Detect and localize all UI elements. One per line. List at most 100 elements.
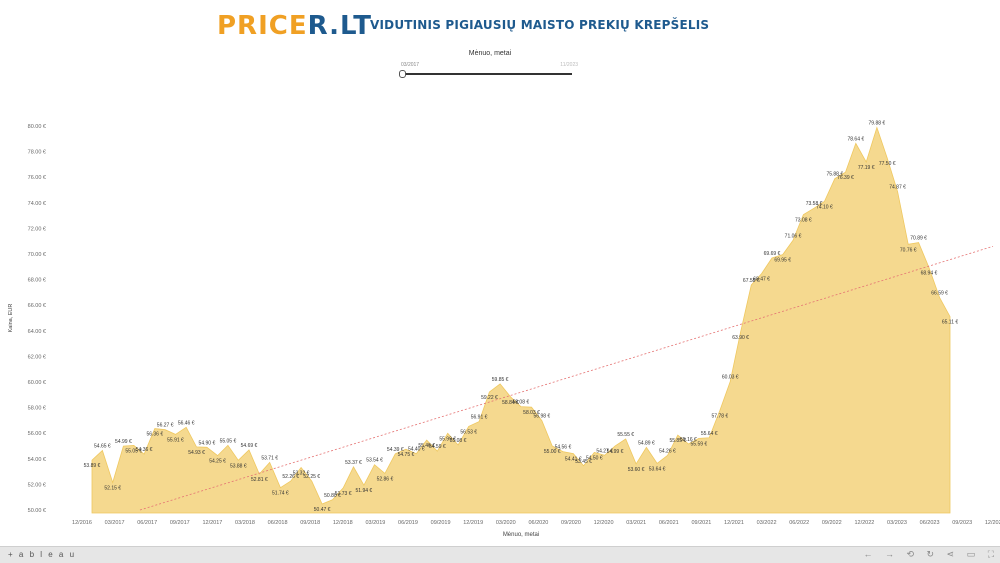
data-label: 54.36 € [136,447,153,453]
date-filter-track[interactable] [402,73,572,75]
y-tick-label: 68.00 € [28,278,46,284]
x-tick-label: 06/2019 [398,520,418,526]
data-label: 50.80 € [324,493,341,499]
data-label: 53.54 € [366,458,383,464]
y-tick-label: 50.00 € [28,508,46,514]
data-label: 52.26 € [282,474,299,480]
logo-part1: PRICE [217,11,308,41]
y-tick-label: 66.00 € [28,303,46,309]
data-label: 56.46 € [178,420,195,426]
price-area [91,126,951,514]
x-tick-label: 12/2017 [202,520,222,526]
undo-icon[interactable]: ← [863,549,873,559]
x-tick-label: 03/2023 [887,520,907,526]
y-tick-label: 60.00 € [28,380,46,386]
data-label: 68.94 € [921,271,938,277]
data-label: 66.59 € [931,291,948,297]
y-tick-label: 56.00 € [28,431,46,437]
x-tick-label: 12/2016 [72,520,92,526]
x-tick-label: 06/2020 [528,520,548,526]
x-tick-label: 12/2018 [333,520,353,526]
fullscreen-icon[interactable]: ⛶ [987,549,994,559]
tableau-brand[interactable]: + a b l e a u [8,550,77,559]
data-label: 63.90 € [732,335,749,341]
x-tick-label: 06/2022 [789,520,809,526]
refresh-icon[interactable]: ↻ [926,549,935,559]
data-label: 71.06 € [785,233,802,239]
data-label: 58.84 € [502,400,519,406]
revert-icon[interactable]: ⟲ [906,549,915,559]
data-label: 59.22 € [481,395,498,401]
redo-icon[interactable]: → [884,549,894,559]
x-tick-label: 06/2023 [920,520,940,526]
x-tick-label: 09/2019 [431,520,451,526]
share-icon[interactable]: ⋖ [946,549,955,559]
data-label: 50.47 € [314,507,331,513]
data-label: 58.03 € [523,410,540,416]
data-label: 54.41 € [565,457,582,463]
data-label: 69.95 € [774,258,791,264]
x-tick-label: 06/2018 [268,520,288,526]
data-label: 55.00 € [544,449,561,455]
data-label: 53.32 € [293,471,310,477]
data-label: 54.39 € [387,447,404,453]
x-tick-label: 12/2019 [463,520,483,526]
data-label: 54.69 € [241,443,258,449]
data-label: 54.25 € [209,459,226,465]
data-label: 54.75 € [398,452,415,458]
data-label: 54.65 € [94,443,111,449]
data-label: 57.78 € [712,413,729,419]
date-filter-handle[interactable] [399,70,406,78]
data-label: 51.94 € [356,488,373,494]
data-label: 51.74 € [272,491,289,497]
data-label: 53.60 € [628,467,645,473]
data-label: 54.50 € [586,455,603,461]
y-tick-label: 64.00 € [28,329,46,335]
data-label: 56.27 € [157,423,174,429]
y-tick-label: 58.00 € [28,406,46,412]
data-label: 54.26 € [659,448,676,454]
data-label: 55.05 € [220,438,237,444]
data-label: 56.36 € [146,432,163,438]
data-label: 79.88 € [869,121,886,127]
data-label: 52.86 € [377,476,394,482]
y-tick-label: 74.00 € [28,201,46,207]
x-tick-label: 06/2021 [659,520,679,526]
data-label: 52.81 € [251,477,268,483]
y-tick-label: 78.00 € [28,150,46,156]
data-label: 74.10 € [816,205,833,211]
x-tick-label: 03/2020 [496,520,516,526]
x-tick-label: 09/2018 [300,520,320,526]
data-label: 54.56 € [555,445,572,451]
data-label: 54.90 € [199,440,216,446]
data-label: 55.08 € [450,438,467,444]
data-label: 55.46 € [418,443,435,449]
x-tick-label: 06/2017 [137,520,157,526]
date-filter-end: 11/2023 [560,62,578,68]
toolbar-icons: ← → ⟲ ↻ ⋖ ▭ ⛶ [853,549,994,560]
date-filter-title: Mėnuo, metai [468,50,512,57]
x-tick-label: 12/2020 [594,520,614,526]
data-label: 65.11 € [942,320,959,326]
data-label: 54.89 € [638,440,655,446]
data-label: 58.08 € [512,400,529,406]
data-label: 68.47 € [753,277,770,283]
data-label: 67.58 € [743,278,760,284]
x-tick-label: 12/2022 [854,520,874,526]
data-label: 53.45 € [575,459,592,465]
data-label: 54.99 € [607,449,624,455]
data-label: 54.27 € [596,448,613,454]
data-label: 55.99 € [439,436,456,442]
data-label: 70.89 € [910,236,927,242]
x-tick-label: 03/2017 [105,520,125,526]
x-tick-label: 03/2021 [626,520,646,526]
data-label: 54.99 € [115,439,132,445]
download-icon[interactable]: ▭ [966,549,976,559]
data-label: 74.87 € [889,185,906,191]
y-tick-label: 54.00 € [28,457,46,463]
data-label: 70.76 € [900,247,917,253]
pricer-logo[interactable]: PRICER.LT [217,11,372,41]
y-tick-label: 70.00 € [28,252,46,258]
x-tick-label: 09/2020 [561,520,581,526]
dashboard-subtitle: VIDUTINIS PIGIAUSIŲ MAISTO PREKIŲ KREPŠE… [370,18,710,32]
